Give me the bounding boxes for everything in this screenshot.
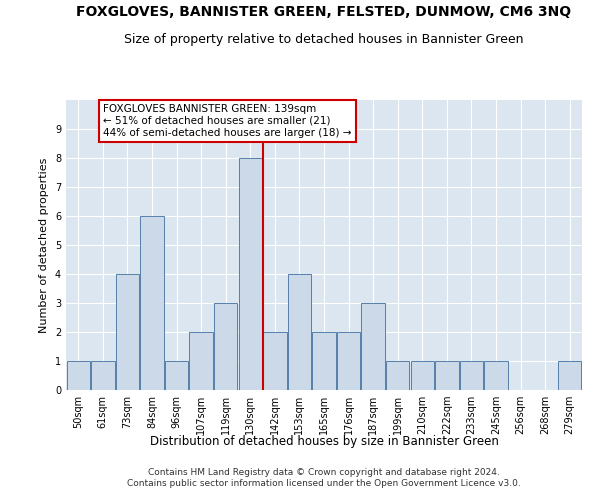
Text: Size of property relative to detached houses in Bannister Green: Size of property relative to detached ho… bbox=[124, 32, 524, 46]
Bar bbox=[190, 332, 213, 390]
Bar bbox=[263, 332, 287, 390]
Bar bbox=[239, 158, 262, 390]
Bar bbox=[214, 303, 238, 390]
Text: Contains HM Land Registry data © Crown copyright and database right 2024.
Contai: Contains HM Land Registry data © Crown c… bbox=[127, 468, 521, 487]
Text: FOXGLOVES, BANNISTER GREEN, FELSTED, DUNMOW, CM6 3NQ: FOXGLOVES, BANNISTER GREEN, FELSTED, DUN… bbox=[76, 5, 572, 19]
Bar bbox=[558, 361, 581, 390]
Bar bbox=[460, 361, 483, 390]
Bar bbox=[435, 361, 458, 390]
Bar bbox=[313, 332, 335, 390]
Bar bbox=[288, 274, 311, 390]
Bar bbox=[484, 361, 508, 390]
Bar bbox=[410, 361, 434, 390]
Bar bbox=[165, 361, 188, 390]
Bar bbox=[116, 274, 139, 390]
Bar bbox=[91, 361, 115, 390]
Bar bbox=[337, 332, 360, 390]
Bar bbox=[140, 216, 164, 390]
Bar bbox=[386, 361, 409, 390]
Text: Distribution of detached houses by size in Bannister Green: Distribution of detached houses by size … bbox=[149, 435, 499, 448]
Text: FOXGLOVES BANNISTER GREEN: 139sqm
← 51% of detached houses are smaller (21)
44% : FOXGLOVES BANNISTER GREEN: 139sqm ← 51% … bbox=[103, 104, 352, 138]
Y-axis label: Number of detached properties: Number of detached properties bbox=[40, 158, 49, 332]
Bar bbox=[67, 361, 90, 390]
Bar bbox=[361, 303, 385, 390]
